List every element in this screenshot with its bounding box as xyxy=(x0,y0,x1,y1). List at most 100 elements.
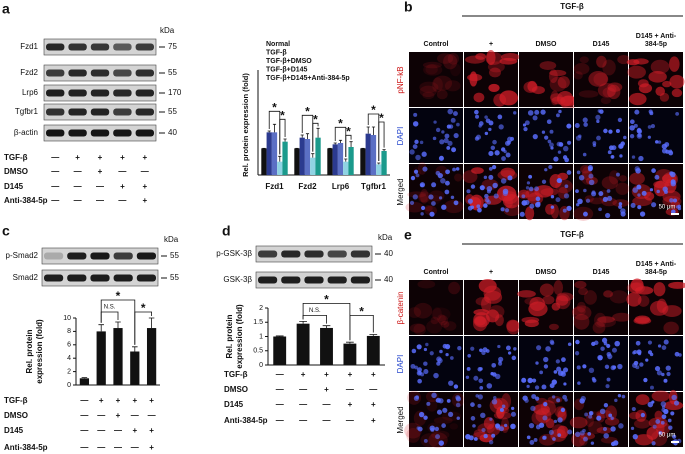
significance-bracket xyxy=(302,314,327,324)
stain xyxy=(597,316,615,323)
column-header: D145 + Anti-384-5p xyxy=(635,261,677,276)
nucleus xyxy=(521,377,527,383)
nucleus xyxy=(499,426,505,432)
nucleus xyxy=(481,428,486,433)
micrograph-bg xyxy=(519,108,573,163)
stain xyxy=(576,301,586,313)
nucleus xyxy=(597,355,603,361)
nucleus xyxy=(466,189,471,194)
nucleus xyxy=(477,207,482,213)
nucleus xyxy=(470,416,476,421)
nucleus xyxy=(493,395,497,400)
blot-band xyxy=(113,69,132,77)
blot-band xyxy=(327,276,347,284)
row-label: Merged xyxy=(396,178,405,205)
error-bar xyxy=(311,153,315,158)
nucleus xyxy=(527,377,533,384)
nucleus xyxy=(552,437,556,441)
nucleus xyxy=(492,182,498,189)
nucleus xyxy=(448,411,454,417)
nucleus xyxy=(492,139,497,145)
column-header-box: Control xyxy=(424,269,449,276)
condition-sign: — xyxy=(74,196,82,205)
blot-band xyxy=(350,276,370,284)
micrograph xyxy=(626,52,685,107)
nucleus xyxy=(651,202,657,208)
nucleus xyxy=(447,140,453,146)
stain xyxy=(573,313,590,330)
micrograph xyxy=(574,108,628,163)
condition-sign: + xyxy=(348,370,353,379)
nucleus xyxy=(446,146,451,150)
stain xyxy=(633,58,649,65)
nucleus xyxy=(455,402,461,408)
error-bar xyxy=(316,127,320,138)
nucleus xyxy=(423,347,428,352)
nucleus xyxy=(438,155,444,161)
nucleus xyxy=(488,174,494,180)
bar xyxy=(310,157,316,175)
column-header: + xyxy=(488,269,494,276)
nucleus xyxy=(632,187,639,193)
nucleus xyxy=(550,195,555,199)
error-bar xyxy=(344,158,348,162)
significance-bracket xyxy=(279,118,286,155)
condition-sign: + xyxy=(149,443,154,452)
blot-band xyxy=(113,129,132,137)
nucleus xyxy=(669,198,674,203)
stain xyxy=(637,79,649,88)
blot-marker: 40 xyxy=(168,128,177,137)
condition-label: DMSO xyxy=(4,411,28,420)
stain xyxy=(432,307,442,321)
nucleus xyxy=(522,123,527,127)
nucleus xyxy=(555,197,561,203)
blot-label: Tgfbr1 xyxy=(15,107,39,116)
bar xyxy=(365,133,371,175)
nucleus xyxy=(534,109,540,115)
error-bar xyxy=(377,162,381,165)
nucleus xyxy=(483,433,488,439)
stain xyxy=(554,406,566,418)
blot-band xyxy=(67,252,87,260)
nucleus xyxy=(564,398,568,402)
nucleus xyxy=(661,405,666,409)
nucleus xyxy=(488,150,494,157)
micrograph xyxy=(405,161,464,219)
stain xyxy=(653,282,666,297)
nucleus xyxy=(491,165,497,170)
bar xyxy=(113,328,123,385)
nucleus xyxy=(567,429,573,435)
micrograph xyxy=(628,389,684,447)
nucleus xyxy=(420,212,424,216)
y-axis-label: Rel. protein xyxy=(25,329,34,373)
nucleus xyxy=(489,417,493,421)
y-tick-label: 0 xyxy=(67,382,71,389)
nucleus xyxy=(478,124,482,128)
nucleus xyxy=(443,138,449,144)
blot-band xyxy=(44,252,64,260)
blot-band xyxy=(90,89,110,97)
bar xyxy=(370,135,377,175)
stain xyxy=(420,188,429,204)
nucleus xyxy=(510,406,515,411)
significance-label: * xyxy=(116,289,121,303)
stain xyxy=(475,53,487,60)
bar xyxy=(332,144,338,175)
nucleus xyxy=(663,378,668,383)
stain xyxy=(499,90,519,106)
micrograph xyxy=(574,336,628,391)
stain xyxy=(489,67,501,78)
condition-sign: + xyxy=(371,416,376,425)
nucleus xyxy=(674,351,680,357)
stain xyxy=(662,305,682,317)
nucleus xyxy=(640,412,646,418)
condition-sign: — xyxy=(114,443,122,452)
blot-band xyxy=(44,274,64,282)
nucleus xyxy=(610,365,616,371)
condition-label: Anti-384-5p xyxy=(4,443,48,452)
nucleus xyxy=(465,434,471,440)
blot-band xyxy=(68,108,87,116)
nucleus xyxy=(608,129,613,134)
nucleus xyxy=(430,427,435,432)
stain xyxy=(574,280,587,289)
